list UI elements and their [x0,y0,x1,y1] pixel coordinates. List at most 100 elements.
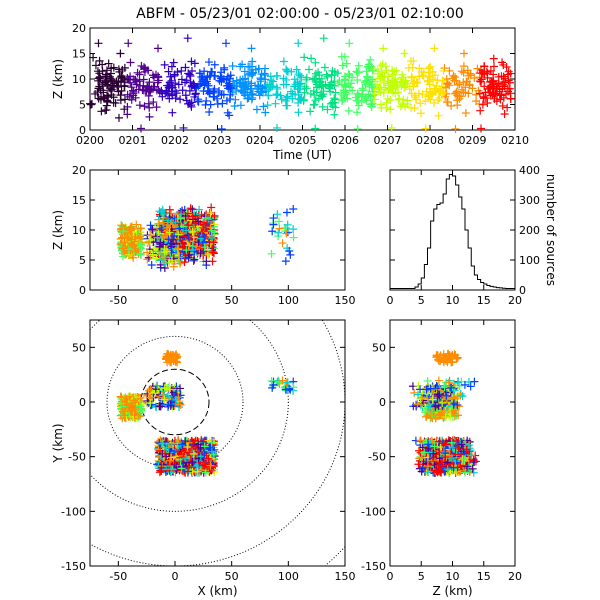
x-tick-label: 0208 [416,134,444,147]
source-point [292,65,301,74]
source-point [210,93,219,101]
source-point [323,105,332,114]
x-tick-label: 0205 [289,134,317,147]
source-point [182,226,191,235]
source-point [164,216,173,225]
source-point [415,446,424,455]
range-ring [106,335,244,469]
source-point [279,57,288,66]
y-tick-label: 5 [79,254,86,267]
source-point [170,70,179,79]
y-tick-label: 10 [72,73,86,86]
source-point [159,382,168,391]
source-point [430,99,439,108]
source-point [94,84,103,93]
source-point [163,81,172,90]
source-point [455,381,464,390]
source-point [483,99,492,108]
source-point [289,383,298,392]
source-point [430,460,439,469]
source-point [285,384,294,393]
source-point [489,54,498,63]
source-point [399,95,408,104]
x-tick-label: 0 [387,570,394,583]
source-point [103,80,112,89]
source-point [165,228,174,237]
source-point [123,110,132,119]
source-point [135,70,144,79]
source-point [124,409,133,418]
source-point [166,72,175,81]
source-point [95,74,104,83]
source-point [146,235,155,244]
source-point [379,44,388,53]
source-point [317,74,326,83]
source-point [136,224,145,233]
source-point [457,67,466,76]
source-point [156,208,165,217]
source-point [431,402,440,411]
source-point [160,245,169,254]
source-point [466,382,475,391]
source-point [136,402,145,411]
y-tick-label: -50 [68,451,86,464]
source-point [178,86,187,95]
source-point [127,83,136,92]
source-point [167,83,176,92]
source-point [201,100,210,109]
source-point [328,66,337,75]
source-point [167,440,176,449]
source-point [164,400,173,409]
source-point [123,90,132,99]
yz-panel: 0 5 10 15 20 -150 -100 -50 0 50 Z (km) [361,319,522,598]
y-tick-label: -150 [61,560,86,573]
source-point [282,66,291,75]
source-point [281,257,290,266]
source-point [463,462,472,471]
source-point [228,88,237,97]
source-point [202,257,211,266]
source-point [480,62,489,71]
source-point [330,98,339,107]
source-point [468,464,477,473]
source-point [146,393,155,402]
source-point [116,91,125,100]
source-point [434,87,443,96]
source-point [98,67,107,76]
source-point [219,90,228,99]
source-point [183,209,192,218]
source-point [435,437,444,446]
source-point [205,108,214,117]
y-axis-label: Z (km) [51,59,65,99]
source-point [477,124,485,133]
source-point [228,62,237,71]
source-point [453,463,462,472]
source-point [177,209,186,218]
source-point [255,91,264,100]
y-tick-label: 20 [72,164,86,177]
source-point [117,242,126,251]
source-point [424,68,433,77]
source-point [344,69,353,78]
y-tick-label: 300 [519,194,540,207]
source-point [273,210,282,219]
source-point [311,96,320,105]
x-tick-label: 0203 [204,134,232,147]
source-point [146,251,155,260]
source-point [203,73,212,82]
source-point [246,84,255,93]
source-point [116,77,125,86]
source-point [416,385,425,394]
source-point [504,87,513,96]
source-point [129,241,138,250]
source-point [191,89,200,98]
source-point [185,448,194,457]
source-point [337,90,346,99]
source-point [194,440,203,449]
source-point [411,93,420,102]
source-point [416,394,425,403]
source-point [159,240,168,249]
source-point [410,388,419,397]
source-point [249,68,258,77]
